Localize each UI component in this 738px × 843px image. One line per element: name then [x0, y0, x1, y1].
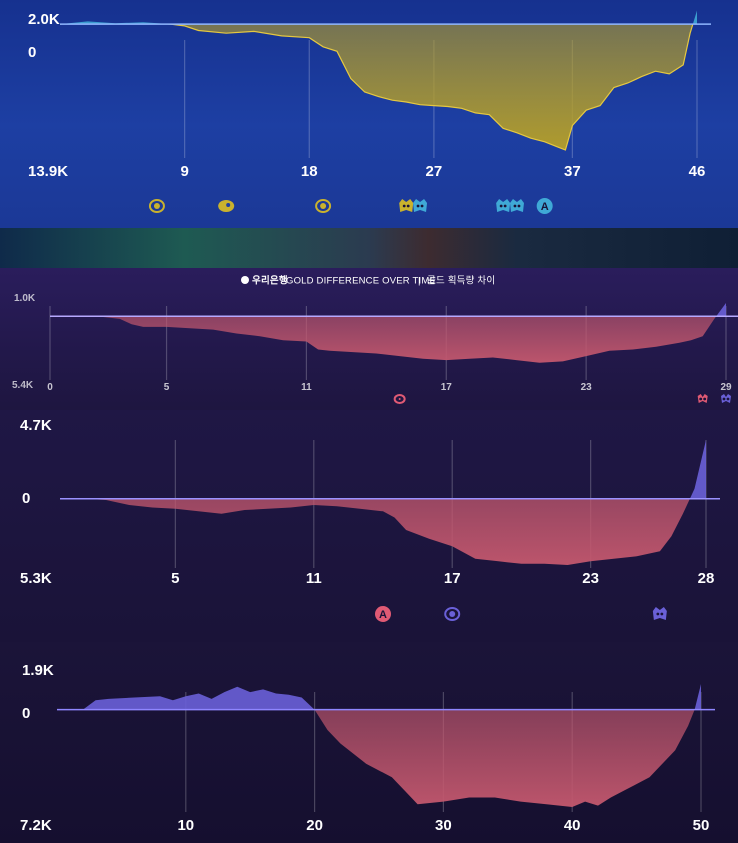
- x-tick-label: 37: [564, 163, 581, 180]
- gold-difference-chart-2: 우리은행 GOLD DIFFERENCE OVER TIME | 골드 획득량 …: [12, 275, 738, 404]
- y-max-label: 4.7K: [20, 417, 52, 434]
- x-tick-label: 18: [301, 163, 318, 180]
- atakhan-icon: A: [536, 198, 553, 214]
- atakhan-letter: A: [379, 609, 387, 621]
- dragon-icon: [148, 199, 165, 213]
- baron-icon: [721, 394, 731, 403]
- x-tick-label: 9: [180, 163, 188, 180]
- x-tick-label: 11: [301, 382, 312, 393]
- baron-icon: [697, 394, 708, 403]
- y-min-label: 5.4K: [12, 380, 34, 391]
- y-max-label: 1.0K: [14, 293, 36, 304]
- gold-chart-panel-2: 우리은행 GOLD DIFFERENCE OVER TIME | 골드 획득량 …: [0, 268, 738, 410]
- y-max-label: 2.0K: [28, 11, 60, 28]
- x-tick-label: 5: [164, 382, 170, 393]
- gold-deficit-area: [50, 316, 726, 363]
- x-tick-label: 27: [426, 163, 443, 180]
- atakhan-icon: A: [375, 606, 391, 622]
- gold-lead-area: [57, 684, 701, 710]
- title-separator: |: [418, 276, 421, 287]
- chart-header: 우리은행 GOLD DIFFERENCE OVER TIME | 골드 획득량 …: [241, 275, 495, 287]
- x-tick-label: 10: [177, 817, 194, 834]
- chart-title: GOLD DIFFERENCE OVER TIME: [286, 276, 436, 287]
- x-tick-label: 11: [306, 570, 322, 587]
- x-tick-label: 50: [693, 817, 710, 834]
- rift-herald-icon: [218, 200, 235, 212]
- baron-icon: [652, 607, 667, 620]
- gold-deficit-area: [60, 498, 706, 565]
- sponsor-name: 우리은행: [252, 275, 288, 287]
- x-tick-label: 28: [698, 570, 715, 587]
- gold-deficit-area: [170, 24, 693, 150]
- x-tick-label: 30: [435, 817, 452, 834]
- y-zero-label: 0: [22, 705, 30, 722]
- gold-chart-panel-3: 4.7K 0 5.3K 5 11 17 23 28 A: [0, 410, 738, 642]
- y-min-label: 5.3K: [20, 570, 52, 587]
- gold-deficit-area: [57, 709, 695, 807]
- y-min-label: 13.9K: [28, 163, 68, 180]
- gold-lead-area: [716, 303, 726, 317]
- x-tick-label: 17: [444, 570, 461, 587]
- gold-difference-chart-1: 2.0K 0 13.9K 9 18 27 37 46 A: [28, 10, 711, 214]
- x-tick-label: 46: [689, 163, 706, 180]
- dragon-icon: [315, 199, 332, 213]
- baron-icon: [509, 199, 524, 212]
- x-tick-label: 40: [564, 817, 581, 834]
- x-tick-label: 20: [306, 817, 323, 834]
- sponsor-logo-icon: [241, 276, 249, 284]
- dragon-icon: [444, 607, 461, 621]
- y-zero-label: 0: [28, 44, 36, 61]
- gold-chart-panel-4: 1.9K 0 7.2K 10 20 30 40 50: [0, 642, 738, 843]
- x-tick-label: 0: [47, 382, 53, 393]
- x-tick-label: 23: [581, 382, 593, 393]
- x-tick-label: 23: [582, 570, 599, 587]
- baron-icon: [413, 199, 428, 212]
- gold-difference-chart-3: 4.7K 0 5.3K 5 11 17 23 28 A: [20, 417, 720, 622]
- dragon-icon: [393, 394, 406, 404]
- gold-difference-chart-4: 1.9K 0 7.2K 10 20 30 40 50: [20, 662, 715, 834]
- broadcast-background-strip: [0, 228, 738, 268]
- y-zero-label: 0: [22, 490, 30, 507]
- chart-title-korean: 골드 획득량 차이: [427, 275, 495, 287]
- y-min-label: 7.2K: [20, 817, 52, 834]
- atakhan-letter: A: [541, 201, 549, 213]
- baron-icon: [399, 199, 414, 212]
- x-tick-label: 17: [441, 382, 453, 393]
- x-tick-label: 29: [720, 382, 732, 393]
- gold-chart-panel-1: 2.0K 0 13.9K 9 18 27 37 46 A: [0, 0, 738, 228]
- gold-difference-line: [60, 24, 694, 151]
- x-tick-label: 5: [171, 570, 179, 587]
- y-max-label: 1.9K: [22, 662, 54, 679]
- baron-icon: [496, 199, 511, 212]
